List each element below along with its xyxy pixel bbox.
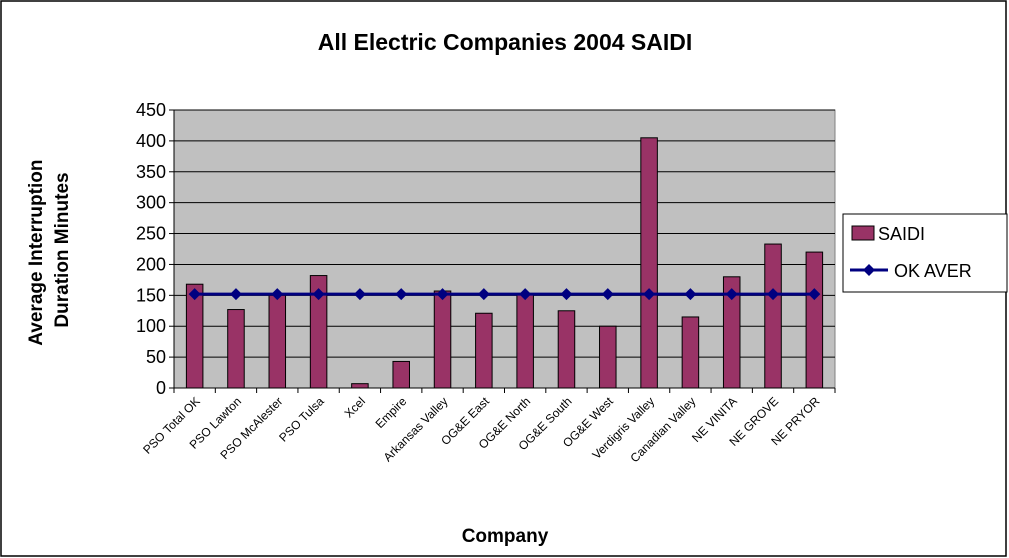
y-tick-label: 100 (136, 316, 166, 336)
line-point (519, 288, 532, 301)
legend-label-ok-aver: OK AVER (894, 261, 972, 281)
y-tick-label: 200 (136, 254, 166, 274)
bar (475, 312, 493, 389)
bar (268, 294, 287, 389)
line-series (188, 288, 821, 301)
x-axis-title: Company (462, 526, 549, 547)
bar (516, 292, 534, 389)
bar (640, 137, 658, 389)
bar (433, 290, 452, 389)
line-point (312, 288, 325, 301)
bar (227, 309, 245, 389)
bar (599, 325, 617, 389)
chart-title: All Electric Companies 2004 SAIDI (318, 29, 693, 55)
line-point (767, 288, 780, 301)
legend: SAIDI OK AVER (842, 213, 1008, 293)
bar (681, 316, 700, 389)
line-point (684, 288, 697, 301)
y-tick-label: 250 (136, 224, 166, 244)
line-point (725, 288, 738, 301)
line-point (477, 288, 490, 301)
bar (764, 243, 782, 389)
y-tick-label: 300 (136, 193, 166, 213)
line-point (436, 288, 449, 301)
y-tick-label: 450 (136, 100, 166, 120)
y-axis-title: Average Interruption Duration Minutes (26, 154, 73, 345)
y-tick-labels: 0 50 100 150 200 250 300 350 400 450 (136, 100, 174, 398)
y-axis-title-line-1: Average Interruption (26, 160, 47, 346)
line-point (353, 288, 366, 301)
line-point (643, 288, 656, 301)
legend-label-saidi: SAIDI (878, 224, 925, 244)
y-tick-label: 150 (136, 285, 166, 305)
line-point (188, 288, 201, 301)
y-tick-label: 50 (146, 347, 166, 367)
line-point (229, 288, 242, 301)
y-tick-label: 0 (156, 378, 166, 398)
line-point (395, 288, 408, 301)
bar (805, 251, 824, 389)
legend-swatch-saidi (851, 225, 875, 241)
y-axis-title-line-2: Duration Minutes (52, 172, 73, 327)
line-point (271, 288, 284, 301)
bar-series (185, 137, 824, 389)
bar (351, 383, 369, 389)
line-point (601, 288, 614, 301)
y-tick-label: 350 (136, 162, 166, 182)
bar (392, 360, 410, 389)
y-tick-label: 400 (136, 131, 166, 151)
line-point (560, 288, 573, 301)
bar (557, 310, 576, 389)
line-point (808, 288, 821, 301)
legend-marker-ok-aver (863, 264, 875, 276)
